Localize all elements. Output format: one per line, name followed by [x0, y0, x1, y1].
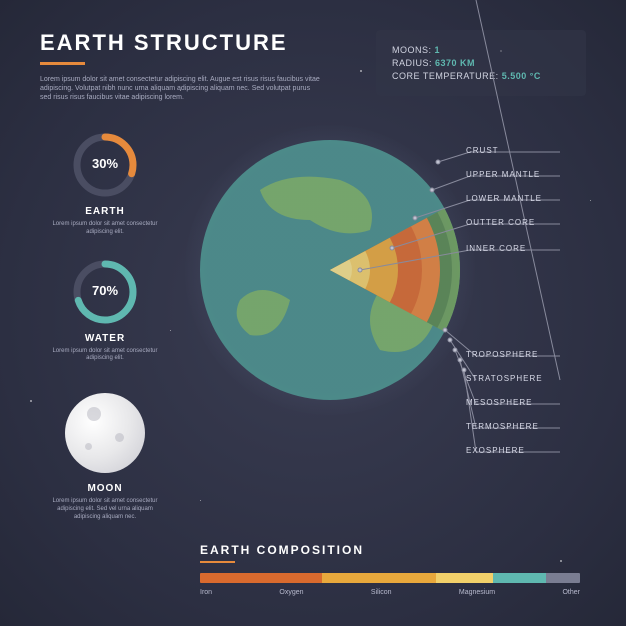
moon-label: MOON [40, 483, 170, 494]
label-outer-core: OUTTER CORE [466, 218, 586, 227]
comp-seg-other [546, 573, 580, 583]
donut-earth: 30% EARTH Lorem ipsum dolor sit amet con… [40, 130, 170, 237]
label-exosphere: EXOSPHERE [466, 446, 586, 455]
label-termosphere: TERMOSPHERE [466, 422, 586, 431]
header: EARTH STRUCTURE Lorem ipsum dolor sit am… [40, 30, 320, 102]
moon-block: MOON Lorem ipsum dolor sit amet consecte… [40, 393, 170, 521]
composition-section: EARTH COMPOSITION Iron Oxygen Silicon Ma… [200, 543, 580, 596]
info-box: MOONS: 1 RADIUS: 6370 KM CORE TEMPERATUR… [376, 30, 586, 96]
label-inner-core: INNER CORE [466, 244, 586, 253]
legend-iron: Iron [200, 589, 212, 596]
donut-earth-desc: Lorem ipsum dolor sit amet consectetur a… [40, 221, 170, 237]
donut-water-pct: 70% [70, 283, 140, 298]
label-upper-mantle: UPPER MANTLE [466, 170, 586, 179]
composition-title: EARTH COMPOSITION [200, 543, 580, 557]
label-crust: CRUST [466, 146, 586, 155]
sidebar: 30% EARTH Lorem ipsum dolor sit amet con… [40, 130, 170, 522]
legend-oxygen: Oxygen [279, 589, 303, 596]
info-radius: RADIUS: 6370 KM [392, 58, 570, 68]
label-troposphere: TROPOSPHERE [466, 350, 586, 359]
moon-icon [65, 393, 145, 473]
donut-water-desc: Lorem ipsum dolor sit amet consectetur a… [40, 348, 170, 364]
intro-text: Lorem ipsum dolor sit amet consectetur a… [40, 75, 320, 102]
comp-seg-magnesium [493, 573, 546, 583]
comp-seg-oxygen [322, 573, 436, 583]
donut-earth-label: EARTH [40, 206, 170, 217]
legend-other: Other [562, 589, 580, 596]
label-stratosphere: STRATOSPHERE [466, 374, 586, 383]
moon-desc: Lorem ipsum dolor sit amet consectetur a… [40, 498, 170, 521]
earth-diagram [200, 140, 460, 400]
info-core-temp: CORE TEMPERATURE: 5.500 °C [392, 71, 570, 81]
donut-water: 70% WATER Lorem ipsum dolor sit amet con… [40, 257, 170, 364]
comp-seg-silicon [436, 573, 493, 583]
label-lower-mantle: LOWER MANTLE [466, 194, 586, 203]
composition-bar [200, 573, 580, 583]
page-title: EARTH STRUCTURE [40, 30, 320, 56]
donut-water-label: WATER [40, 333, 170, 344]
title-underline [40, 62, 85, 65]
donut-earth-pct: 30% [70, 156, 140, 171]
info-moons: MOONS: 1 [392, 45, 570, 55]
composition-underline [200, 561, 235, 563]
label-mesosphere: MESOSPHERE [466, 398, 586, 407]
composition-legend: Iron Oxygen Silicon Magnesium Other [200, 589, 580, 596]
legend-silicon: Silicon [371, 589, 392, 596]
legend-magnesium: Magnesium [459, 589, 495, 596]
comp-seg-iron [200, 573, 322, 583]
